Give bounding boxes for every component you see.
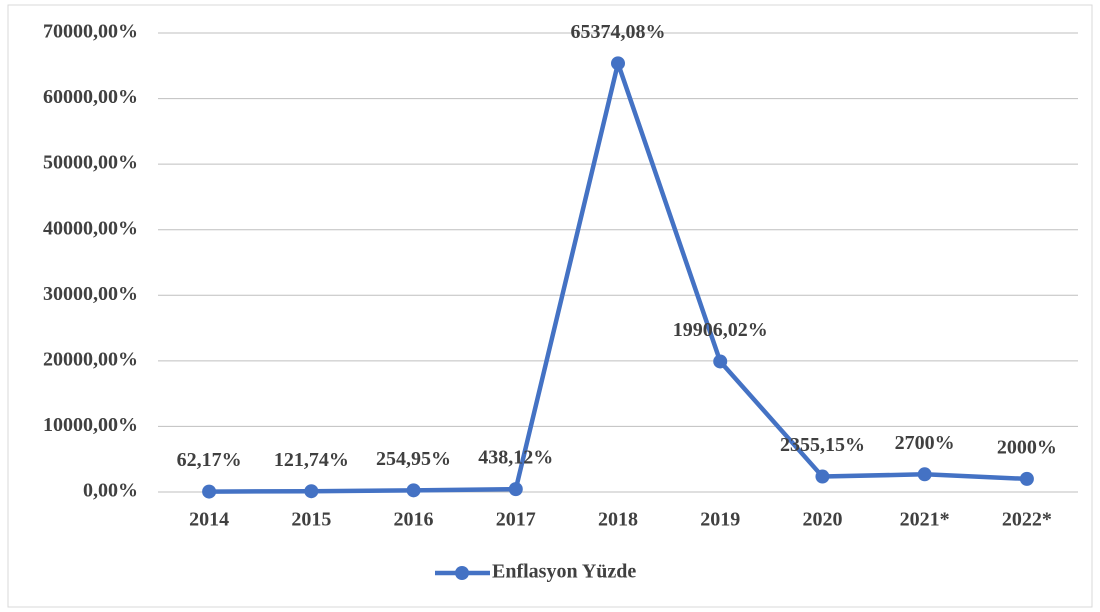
data-label: 62,17% — [177, 449, 242, 471]
chart-border — [7, 4, 1093, 608]
data-label: 254,95% — [376, 448, 451, 470]
x-tick-label: 2020 — [802, 509, 842, 531]
legend-label: Enflasyon Yüzde — [492, 561, 636, 583]
data-label: 65374,08% — [571, 21, 666, 43]
y-tick-label: 50000,00% — [43, 152, 138, 174]
y-tick-label: 20000,00% — [43, 348, 138, 370]
x-tick-label: 2018 — [598, 509, 638, 531]
data-label: 2000% — [997, 436, 1057, 458]
y-tick-label: 30000,00% — [43, 283, 138, 305]
marker — [611, 56, 625, 71]
data-label: 121,74% — [274, 449, 349, 471]
legend-marker — [455, 566, 469, 580]
data-label: 2700% — [895, 432, 955, 454]
y-tick-label: 40000,00% — [43, 217, 138, 239]
marker — [1019, 471, 1034, 486]
x-tick-label: 2019 — [700, 509, 740, 531]
x-tick-label: 2022* — [1002, 509, 1052, 531]
marker — [406, 483, 421, 498]
data-label: 19906,02% — [673, 319, 768, 341]
marker — [815, 469, 830, 484]
x-tick-label: 2014 — [189, 509, 229, 531]
x-tick-label: 2016 — [394, 509, 434, 531]
x-tick-label: 2021* — [900, 509, 950, 531]
data-label: 2355,15% — [780, 434, 865, 456]
y-tick-label: 70000,00% — [43, 21, 138, 43]
x-tick-label: 2015 — [291, 509, 331, 531]
y-tick-label: 10000,00% — [43, 414, 138, 436]
marker — [917, 467, 932, 482]
y-tick-label: 0,00% — [83, 480, 138, 502]
y-tick-label: 60000,00% — [43, 86, 138, 108]
marker — [713, 354, 728, 369]
x-tick-label: 2017 — [496, 509, 536, 531]
marker — [508, 482, 523, 497]
data-label: 438,12% — [478, 447, 553, 469]
marker — [202, 484, 217, 499]
marker — [304, 484, 319, 499]
